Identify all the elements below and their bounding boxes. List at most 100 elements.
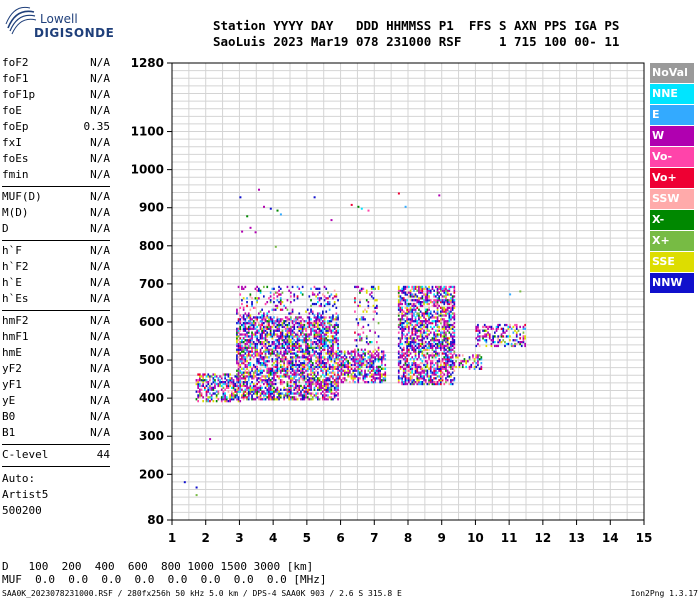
echo-point: [298, 350, 301, 353]
echo-point: [323, 384, 326, 388]
echo-point: [414, 304, 417, 308]
echo-point: [377, 369, 380, 372]
echo-point: [293, 363, 296, 367]
echo-point: [239, 388, 242, 391]
echo-point: [278, 335, 280, 338]
echo-point: [330, 375, 333, 378]
echo-point: [424, 360, 427, 363]
echo-point: [414, 323, 417, 327]
echo-point: [259, 379, 262, 382]
echo-point: [278, 325, 280, 329]
param-name: foF1p: [2, 88, 36, 101]
echo-point: [495, 325, 498, 329]
echo-point: [300, 375, 302, 378]
echo-point: [281, 331, 284, 334]
echo-point: [273, 329, 275, 332]
echo-point: [492, 337, 494, 340]
echo-point: [283, 325, 285, 329]
echo-point: [448, 346, 451, 349]
echo-point: [215, 382, 218, 386]
echo-point: [322, 325, 324, 329]
echo-point: [413, 373, 415, 376]
echo-point: [365, 362, 368, 365]
echo-point: [413, 348, 415, 351]
echo-point: [246, 386, 248, 389]
echo-point: [311, 302, 314, 306]
echo-point: [325, 363, 328, 367]
echo-point: [436, 285, 439, 289]
echo-point: [360, 316, 363, 319]
echo-point: [440, 312, 442, 315]
echo-point: [349, 381, 351, 384]
echo-point: [352, 356, 355, 359]
echo-point: [333, 381, 336, 384]
echo-point: [317, 301, 319, 304]
echo-point: [264, 348, 267, 351]
echo-point: [322, 356, 324, 359]
echo-point: [332, 335, 334, 338]
echo-point: [320, 297, 322, 300]
echo-point: [435, 316, 437, 319]
echo-point: [411, 327, 414, 330]
echo-point: [370, 341, 373, 344]
echo-point: [445, 289, 447, 292]
echo-point: [322, 369, 324, 372]
echo-point: [423, 344, 425, 348]
echo-point: [354, 362, 356, 365]
echo-point: [315, 287, 317, 290]
echo-point: [251, 350, 253, 353]
echo-point: [227, 400, 230, 403]
echo-point: [451, 323, 454, 327]
echo-point: [433, 293, 435, 296]
echo-point: [274, 388, 277, 391]
echo-point: [259, 384, 262, 388]
echo-point: [244, 394, 247, 397]
echo-point: [445, 297, 447, 300]
echo-point: [451, 344, 454, 348]
echo-point: [333, 341, 336, 344]
echo-point: [281, 291, 284, 294]
echo-point: [424, 299, 427, 302]
echo-point: [313, 196, 316, 199]
echo-point: [408, 329, 410, 332]
echo-point: [322, 339, 324, 342]
echo-point: [352, 360, 355, 363]
echo-point: [411, 367, 414, 370]
echo-point: [295, 386, 297, 389]
echo-point: [325, 342, 328, 346]
echo-point: [298, 379, 301, 382]
echo-point: [343, 371, 346, 374]
echo-point: [426, 295, 429, 298]
echo-point: [271, 367, 274, 370]
echo-point: [475, 327, 478, 330]
echo-point: [311, 396, 314, 399]
echo-point: [477, 363, 479, 367]
echo-point: [443, 318, 446, 321]
param-name: C-level: [2, 448, 49, 461]
echo-point: [357, 333, 360, 336]
echo-point: [310, 331, 312, 334]
echo-point: [254, 231, 257, 234]
echo-point: [318, 344, 321, 348]
echo-point: [305, 339, 307, 342]
echo-point: [279, 342, 282, 346]
echo-point: [286, 384, 289, 388]
echo-point: [247, 392, 250, 395]
echo-point: [433, 337, 435, 340]
echo-point: [305, 333, 307, 336]
echo-point: [322, 320, 324, 323]
echo-point: [377, 360, 380, 363]
echo-point: [399, 337, 402, 340]
echo-point: [320, 367, 322, 370]
echo-point: [332, 316, 334, 319]
echo-point: [441, 377, 444, 380]
echo-point: [271, 358, 274, 361]
echo-point: [210, 382, 213, 386]
echo-point: [446, 363, 449, 367]
echo-point: [524, 335, 526, 338]
echo-point: [337, 329, 339, 332]
echo-point: [404, 306, 407, 309]
echo-point: [418, 318, 420, 321]
echo-point: [197, 396, 199, 399]
param-row-ye: yE N/A: [2, 393, 110, 409]
